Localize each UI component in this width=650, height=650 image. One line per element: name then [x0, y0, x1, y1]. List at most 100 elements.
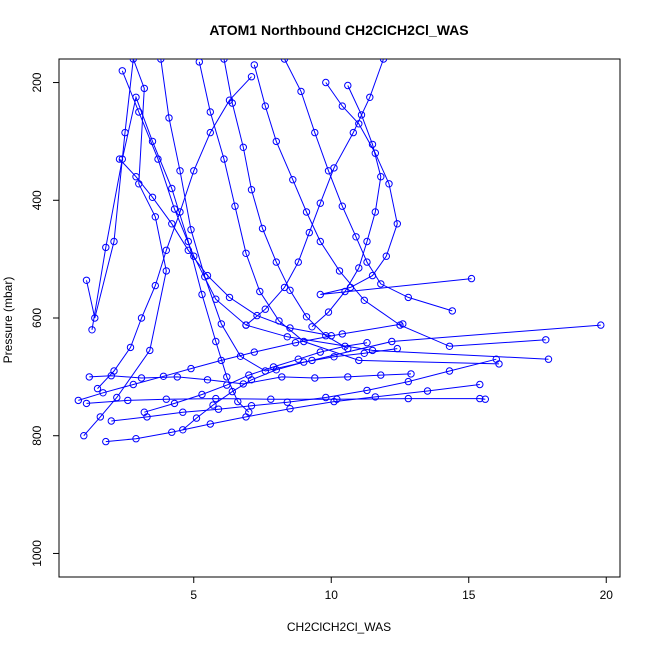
chart-title: ATOM1 Northbound CH2ClCH2Cl_WAS [209, 22, 468, 38]
data-point [165, 114, 173, 122]
series-line [320, 82, 472, 295]
data-point [344, 373, 352, 381]
data-point [324, 308, 333, 316]
data-point [256, 287, 264, 296]
data-point [179, 426, 187, 434]
data-point [132, 435, 140, 443]
data-point [110, 367, 118, 375]
data-point [261, 305, 269, 313]
data-point [190, 252, 198, 260]
series-14 [220, 59, 352, 353]
data-point [393, 220, 401, 228]
data-point [80, 432, 88, 440]
series-line [105, 384, 480, 443]
series-8 [316, 78, 476, 299]
data-point [363, 258, 371, 266]
data-point [363, 339, 371, 347]
data-point [192, 414, 201, 422]
series-line [223, 59, 349, 350]
series-9 [280, 59, 456, 315]
data-point [377, 371, 385, 379]
data-point [294, 355, 302, 363]
data-point [305, 228, 313, 237]
series-line [91, 95, 250, 413]
data-point [190, 167, 198, 175]
data-point [118, 67, 127, 75]
series-17 [140, 339, 371, 416]
data-point [187, 364, 195, 373]
series-line [83, 59, 167, 437]
data-point [168, 184, 176, 193]
series-16 [93, 73, 256, 393]
data-point [377, 280, 385, 288]
data-point [294, 258, 302, 266]
data-point [135, 108, 143, 116]
data-point [140, 408, 149, 416]
data-point [206, 128, 215, 137]
data-point [286, 286, 294, 294]
series-6 [195, 59, 503, 368]
series-line [160, 59, 601, 372]
data-point [212, 394, 220, 403]
data-point [102, 437, 110, 446]
data-point [344, 81, 352, 90]
x-tick-label: 20 [600, 588, 614, 602]
data-point [198, 390, 206, 399]
data-point [184, 237, 193, 246]
data-point [203, 271, 212, 280]
data-point [206, 108, 215, 116]
data-point [126, 343, 135, 352]
data-point [151, 213, 160, 221]
data-point [311, 128, 319, 137]
data-point [476, 380, 484, 389]
y-tick-label: 200 [30, 72, 44, 92]
data-point [231, 202, 239, 210]
data-point [129, 59, 137, 63]
data-point [338, 202, 346, 210]
x-tick-label: 10 [325, 588, 339, 602]
data-point [341, 342, 349, 350]
data-point [366, 93, 374, 102]
data-point [217, 356, 226, 365]
data-point [445, 367, 454, 375]
data-point [107, 417, 116, 425]
data-point [220, 155, 228, 163]
data-point [300, 358, 308, 366]
data-point [316, 199, 324, 207]
data-point [212, 337, 220, 346]
data-point [198, 290, 206, 299]
x-axis: 5 10 15 20 [190, 577, 613, 602]
data-point [297, 87, 305, 96]
data-point [272, 137, 280, 146]
data-point [286, 405, 294, 413]
y-tick-label: 400 [30, 190, 44, 210]
data-point [247, 73, 256, 81]
series-line [245, 59, 384, 326]
series-line [311, 85, 382, 328]
data-point [228, 387, 237, 396]
data-point [115, 155, 124, 163]
data-point [467, 274, 476, 283]
data-point [283, 333, 291, 341]
data-point [399, 320, 407, 328]
data-point [338, 102, 346, 110]
data-point [280, 59, 289, 63]
series-line [78, 323, 403, 401]
data-point [93, 384, 102, 393]
data-point [242, 413, 250, 421]
data-point [385, 180, 393, 188]
data-point [74, 396, 83, 405]
data-point [96, 413, 105, 421]
data-point [170, 205, 179, 213]
series-13 [74, 320, 407, 405]
series-line [198, 61, 500, 365]
y-tick-label: 600 [30, 308, 44, 328]
series-7 [250, 61, 550, 350]
y-tick-label: 800 [30, 425, 44, 445]
data-point [195, 59, 203, 66]
data-point [203, 376, 212, 384]
data-point [247, 186, 256, 194]
data-point [239, 143, 248, 152]
data-point [247, 402, 256, 410]
